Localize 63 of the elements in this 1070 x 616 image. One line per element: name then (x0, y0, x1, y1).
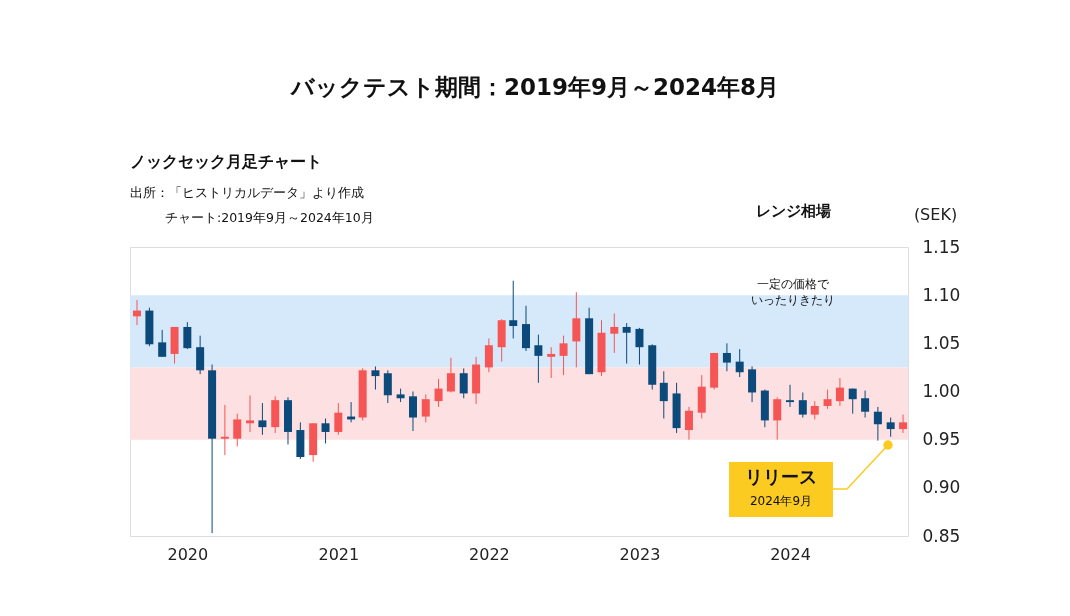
candlestick (610, 312, 619, 354)
chart-title: バックテスト期間：2019年9月～2024年8月 (288, 74, 780, 100)
candlestick (421, 393, 430, 423)
x-tick-label: 2024 (770, 544, 811, 564)
x-tick-label: 2020 (167, 544, 209, 564)
x-tick-label: 2022 (469, 544, 510, 564)
candlestick (534, 334, 543, 384)
y-tick-label: 1.10 (922, 284, 961, 305)
text: レンジ相場 (755, 202, 831, 220)
candlestick (722, 342, 731, 372)
y-tick-label: 1.15 (922, 236, 961, 257)
candlestick (446, 357, 455, 393)
chart-subtitle: ノックセック月足チャート (130, 152, 322, 171)
candlestick (196, 335, 205, 375)
candlestick (848, 388, 857, 415)
candlestick (622, 322, 631, 365)
candlestick (547, 346, 556, 379)
y-axis-title: (SEK) (913, 204, 958, 224)
y-tick-label: 0.95 (922, 429, 961, 450)
candlestick (773, 396, 782, 441)
candlestick (572, 291, 581, 368)
candlestick (684, 406, 693, 441)
candlestick (321, 417, 330, 445)
candlestick (233, 413, 242, 447)
y-tick-label: 0.90 (922, 477, 961, 498)
candlestick (798, 391, 807, 419)
candlestick (810, 400, 819, 420)
candlestick (873, 406, 882, 442)
candlestick (509, 280, 518, 340)
candlestick (220, 404, 229, 456)
x-tick-label: 2021 (318, 544, 360, 564)
candlestick (635, 327, 644, 366)
candlestick (459, 367, 468, 399)
candlestick (886, 417, 895, 438)
annotation: いったりきたり (751, 293, 835, 307)
y-tick-label: 1.05 (922, 332, 961, 353)
y-tick-label: 0.85 (922, 525, 961, 546)
candlestick (735, 348, 744, 378)
text: 出所：「ヒストリカルデータ」より作成 (130, 185, 364, 200)
candlestick (183, 321, 192, 350)
candlestick (484, 338, 493, 373)
candlestick (371, 365, 380, 391)
x-tick-label: 2023 (619, 544, 661, 564)
candlestick (748, 365, 757, 403)
candlestick (246, 394, 255, 433)
candlestick (835, 377, 844, 407)
candlestick (158, 329, 167, 358)
annotation: リリース (745, 466, 817, 487)
text: チャート:2019年9月～2024年10月 (165, 210, 374, 225)
annotation: 2024年9月 (749, 494, 813, 508)
candlestick (786, 384, 795, 408)
candlestick (861, 390, 870, 419)
candlestick (559, 335, 568, 376)
candlestick (899, 414, 908, 434)
candlestick (334, 402, 343, 436)
candlestick (408, 391, 417, 432)
candlestick (258, 402, 267, 436)
annotation: 一定の価格で (757, 277, 830, 291)
candlestick (659, 370, 668, 419)
candlestick (383, 369, 392, 404)
candlestick (434, 378, 443, 408)
candlestick (823, 389, 832, 410)
y-tick-label: 1.00 (922, 381, 961, 401)
